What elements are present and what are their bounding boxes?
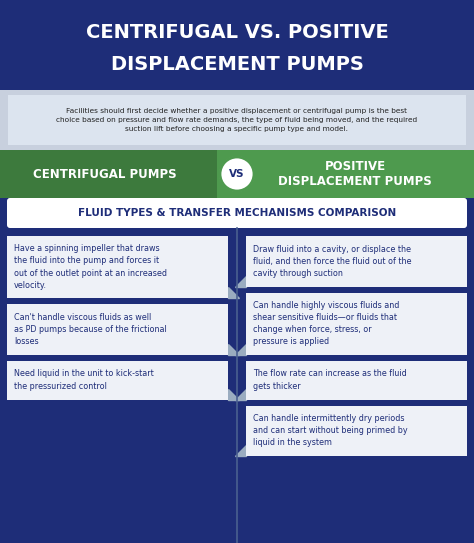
Polygon shape [235, 275, 246, 287]
Polygon shape [228, 344, 239, 355]
Bar [8, 95, 466, 145]
Bar [0, 150, 217, 198]
FancyBboxPatch shape [7, 236, 228, 298]
Polygon shape [228, 287, 239, 298]
Text: Can't handle viscous fluids as well
as PD pumps because of the frictional
losses: Can't handle viscous fluids as well as P… [14, 313, 167, 346]
Text: Need liquid in the unit to kick-start
the pressurized control: Need liquid in the unit to kick-start th… [14, 369, 154, 390]
Text: Can handle intermittently dry periods
and can start without being primed by
liqu: Can handle intermittently dry periods an… [253, 414, 408, 447]
FancyBboxPatch shape [7, 361, 228, 400]
Text: CENTRIFUGAL PUMPS: CENTRIFUGAL PUMPS [33, 167, 177, 180]
Circle shape [220, 157, 254, 191]
Text: FLUID TYPES & TRANSFER MECHANISMS COMPARISON: FLUID TYPES & TRANSFER MECHANISMS COMPAR… [78, 208, 396, 218]
Bar [0, 0, 474, 90]
Text: Draw fluid into a cavity, or displace the
fluid, and then force the fluid out of: Draw fluid into a cavity, or displace th… [253, 244, 411, 278]
FancyBboxPatch shape [246, 236, 467, 287]
Bar [0, 90, 474, 150]
FancyBboxPatch shape [7, 304, 228, 355]
FancyBboxPatch shape [7, 198, 467, 228]
FancyBboxPatch shape [246, 406, 467, 456]
Text: Have a spinning impeller that draws
the fluid into the pump and forces it
out of: Have a spinning impeller that draws the … [14, 244, 167, 290]
Bar [0, 150, 474, 198]
Polygon shape [235, 344, 246, 355]
Text: Can handle highly viscous fluids and
shear sensitive fluids—or fluids that
chang: Can handle highly viscous fluids and she… [253, 301, 400, 346]
Polygon shape [235, 388, 246, 400]
Polygon shape [228, 388, 239, 400]
Text: POSITIVE
DISPLACEMENT PUMPS: POSITIVE DISPLACEMENT PUMPS [278, 160, 432, 188]
Text: VS: VS [229, 169, 245, 179]
FancyBboxPatch shape [246, 293, 467, 355]
FancyBboxPatch shape [246, 361, 467, 400]
Text: DISPLACEMENT PUMPS: DISPLACEMENT PUMPS [110, 55, 364, 74]
Polygon shape [235, 445, 246, 456]
Text: The flow rate can increase as the fluid
gets thicker: The flow rate can increase as the fluid … [253, 369, 407, 390]
Text: Facilities should first decide whether a positive displacement or centrifugal pu: Facilities should first decide whether a… [56, 108, 418, 132]
Text: CENTRIFUGAL VS. POSITIVE: CENTRIFUGAL VS. POSITIVE [86, 22, 388, 41]
